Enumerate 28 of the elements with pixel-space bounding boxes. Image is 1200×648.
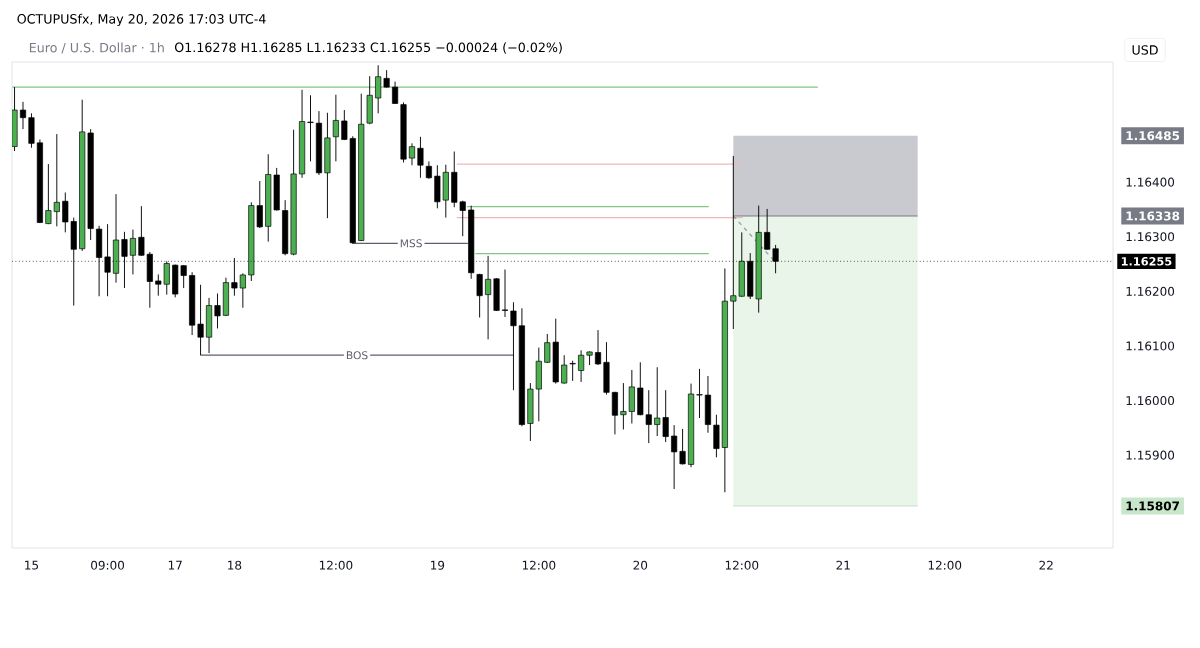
x-tick-label: 22 [1039, 560, 1053, 570]
x-tick-label: 12:00 [319, 560, 353, 570]
x-tick-label: 12:00 [522, 560, 556, 570]
x-tick-label: 12:00 [928, 560, 962, 570]
y-tick-label: 1.16000 [1126, 396, 1175, 406]
annotation: MSS [400, 239, 422, 248]
x-tick-label: 12:00 [725, 560, 759, 570]
y-tick-label: 1.16338 [1126, 211, 1180, 221]
y-tick-label: 1.16400 [1126, 177, 1175, 187]
chart-title: Euro / U.S. Dollar · 1h [29, 42, 164, 54]
x-tick-label: 17 [168, 560, 182, 570]
annotation: BOS [346, 351, 368, 360]
y-tick-label: 1.16485 [1126, 131, 1180, 141]
x-tick-label: 15 [25, 560, 39, 570]
x-tick-label: 18 [228, 560, 242, 570]
text: USD [1132, 45, 1158, 55]
y-tick-label: 1.15807 [1126, 501, 1179, 511]
x-tick-label: 19 [431, 560, 445, 570]
text: O1.16278 H1.16285 L1.16233 C1.16255 −0.00024 (−0.02%) [174, 42, 562, 54]
ref-line-label: 1.16255 [1121, 257, 1172, 266]
y-tick-label: 1.16200 [1126, 286, 1175, 296]
x-tick-label: 21 [836, 560, 850, 570]
text: OCTUPUSfx, May 20, 2026 17:03 UTC-4 [17, 13, 266, 27]
y-tick-label: 1.15900 [1126, 450, 1175, 460]
y-tick-label: 1.16100 [1126, 341, 1175, 351]
x-tick-label: 20 [633, 560, 648, 570]
x-tick-label: 09:00 [91, 560, 125, 570]
y-tick-label: 1.16300 [1126, 232, 1175, 242]
